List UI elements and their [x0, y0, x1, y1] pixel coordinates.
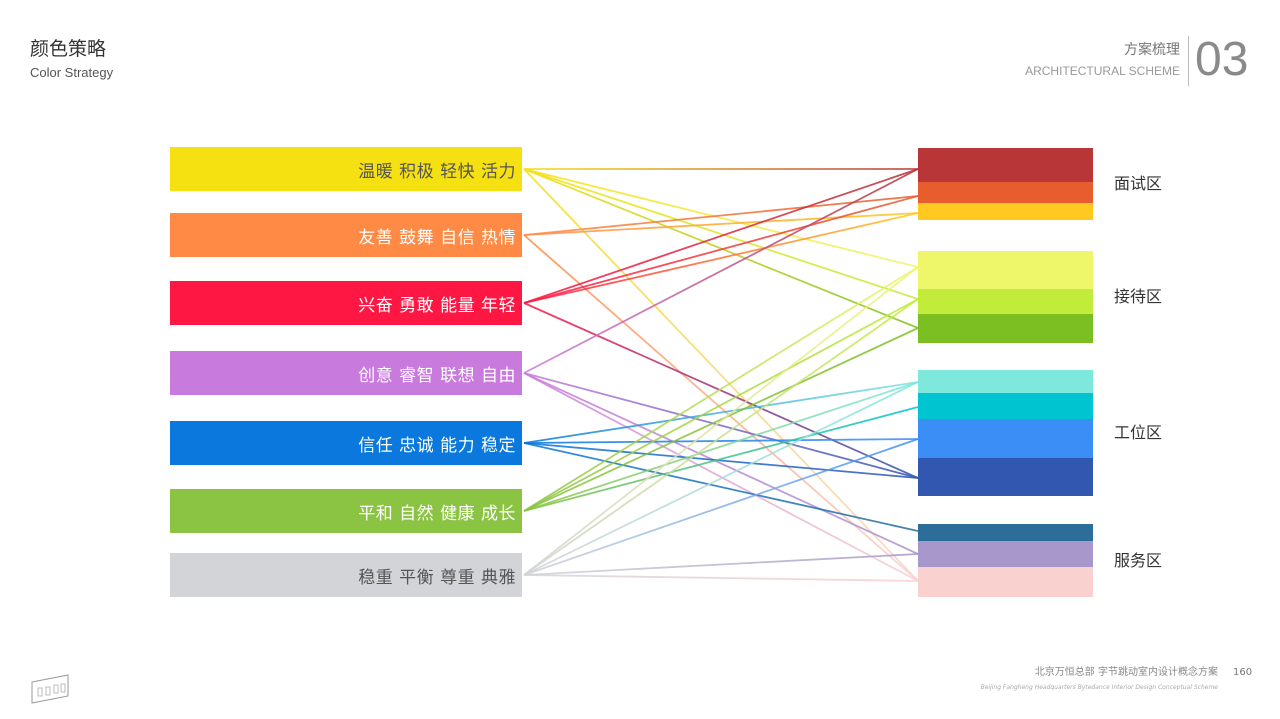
keyword-bar: 平和 自然 健康 成长 — [170, 489, 522, 533]
connection-line — [523, 372, 919, 555]
color-swatch — [918, 567, 1093, 597]
color-swatch — [918, 251, 1093, 289]
connection-line — [523, 381, 919, 576]
color-swatch — [918, 289, 1093, 314]
color-swatch — [918, 314, 1093, 343]
color-swatch — [918, 148, 1093, 182]
section-title-en: ARCHITECTURAL SCHEME — [1025, 64, 1180, 78]
zone-label: 服务区 — [1114, 550, 1163, 570]
connection-line — [523, 438, 919, 444]
connection-line — [523, 381, 919, 512]
connection-line — [523, 212, 919, 236]
page-title: 颜色策略 — [30, 38, 107, 60]
color-swatch — [918, 370, 1093, 393]
connection-line — [523, 406, 919, 512]
connection-line — [523, 574, 919, 582]
connection-line — [523, 438, 919, 576]
color-swatch — [918, 524, 1093, 541]
connection-line — [523, 168, 919, 582]
connection-line — [523, 381, 919, 444]
connection-line — [523, 168, 919, 268]
color-swatch — [918, 458, 1093, 496]
color-swatch — [918, 182, 1093, 203]
keyword-bar: 创意 睿智 联想 自由 — [170, 351, 522, 395]
connection-line — [523, 168, 919, 329]
connection-line — [523, 298, 919, 576]
connection-line — [523, 298, 919, 512]
connection-line — [523, 372, 919, 582]
color-swatch — [918, 203, 1093, 220]
page-number: 160 — [1233, 667, 1253, 678]
connection-line — [523, 168, 919, 300]
connection-line — [523, 327, 919, 512]
footer-project-en: Beijing Fangheng Headquarters Bytedance … — [980, 684, 1218, 691]
connection-line — [523, 553, 919, 576]
zone-label: 面试区 — [1114, 174, 1163, 193]
section-divider — [1188, 36, 1189, 86]
page-subtitle: Color Strategy — [30, 65, 114, 80]
keyword-bar: 稳重 平衡 尊重 典雅 — [170, 553, 522, 597]
connection-line — [523, 372, 919, 479]
connection-line — [523, 212, 919, 304]
keyword-bar: 信任 忠诚 能力 稳定 — [170, 421, 522, 465]
color-swatch — [918, 541, 1093, 567]
connection-line — [523, 168, 919, 304]
zone-label: 接待区 — [1114, 287, 1163, 306]
keyword-bar: 兴奋 勇敢 能量 年轻 — [170, 281, 522, 325]
connection-line — [523, 302, 919, 479]
section-number: 03 — [1195, 33, 1249, 86]
connection-line — [523, 168, 919, 374]
section-title-cn: 方案梳理 — [1124, 42, 1180, 58]
color-swatch — [918, 393, 1093, 419]
footer-project-cn: 北京万恒总部 字节跳动室内设计概念方案 — [1034, 667, 1218, 678]
color-swatch — [918, 419, 1093, 458]
gbbn-logo — [31, 674, 69, 704]
zone-label: 工位区 — [1114, 423, 1163, 442]
connection-line — [523, 266, 919, 512]
connection-line — [523, 442, 919, 532]
keyword-bar: 友善 鼓舞 自信 热情 — [170, 213, 522, 257]
connection-line — [523, 266, 919, 576]
connection-line — [523, 442, 919, 479]
keyword-bar: 温暖 积极 轻快 活力 — [170, 147, 522, 191]
connection-line — [523, 195, 919, 304]
